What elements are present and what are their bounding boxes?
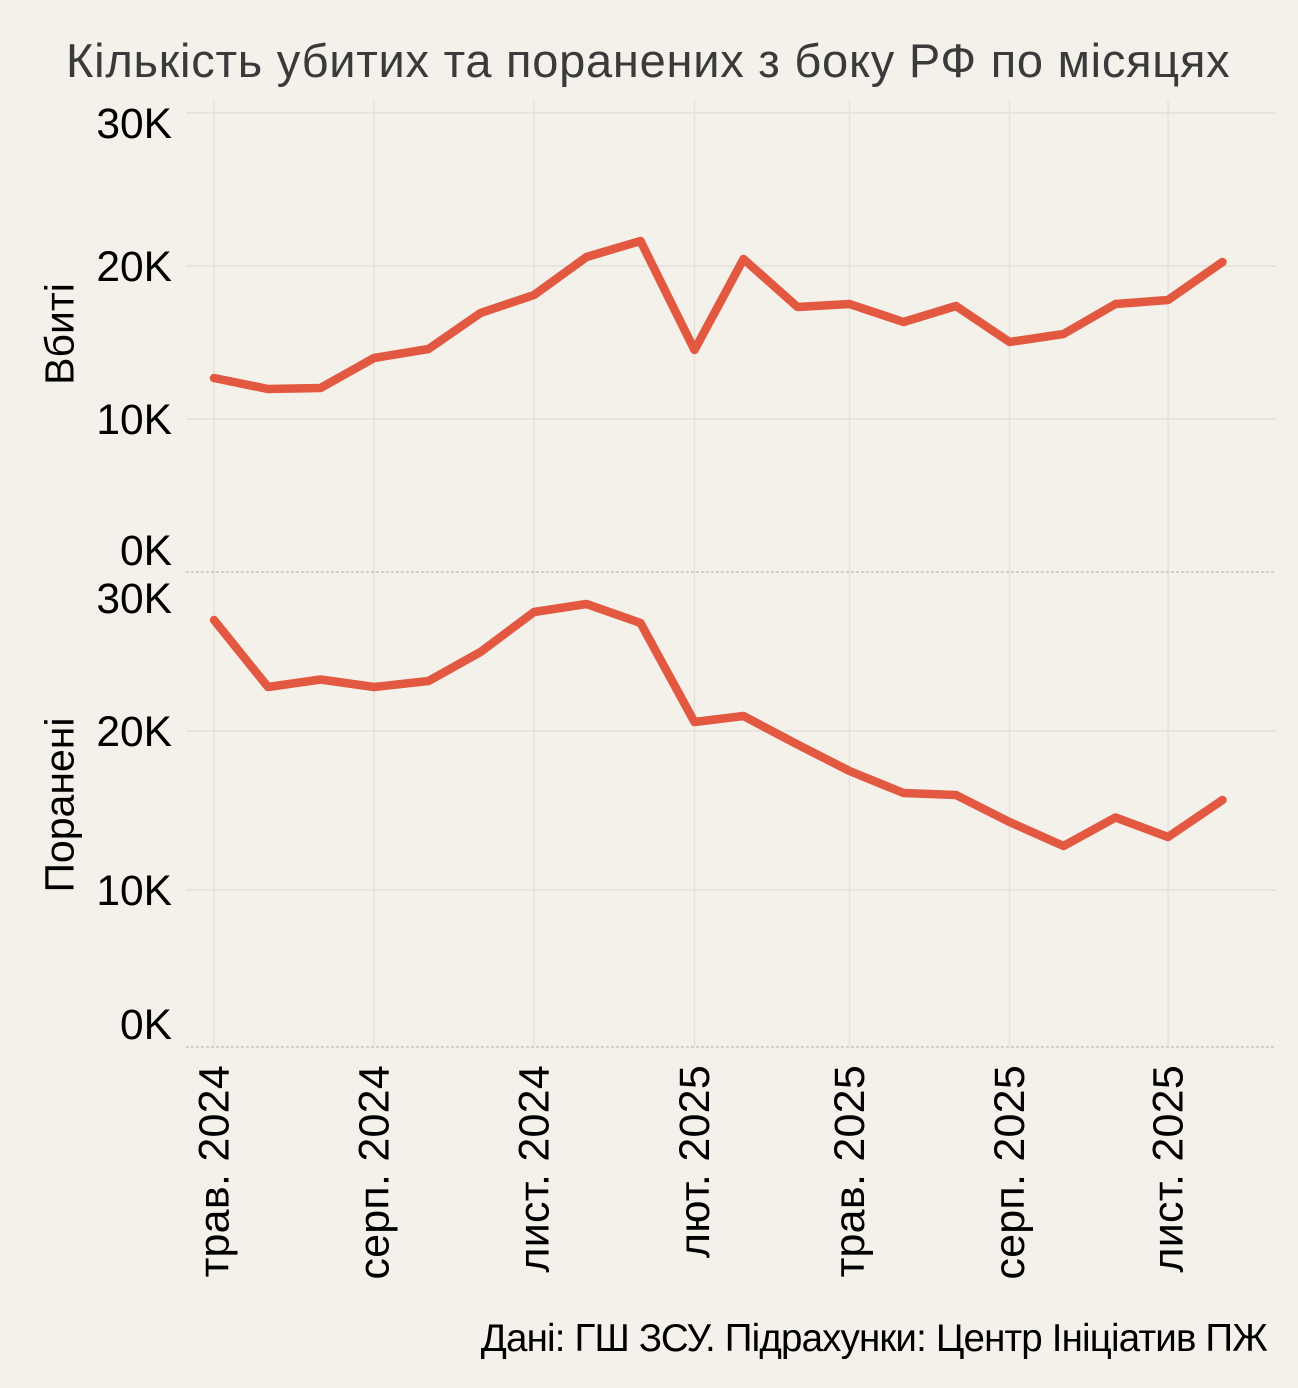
svg-text:трав. 2024: трав. 2024 bbox=[191, 1065, 239, 1277]
svg-text:0K: 0K bbox=[120, 1002, 172, 1049]
svg-text:лют. 2025: лют. 2025 bbox=[671, 1065, 719, 1258]
svg-text:Дані: ГШ ЗСУ. Підрахунки: Цент: Дані: ГШ ЗСУ. Підрахунки: Центр Ініціати… bbox=[481, 1317, 1268, 1360]
svg-text:лист. 2024: лист. 2024 bbox=[511, 1065, 559, 1273]
svg-text:лист. 2025: лист. 2025 bbox=[1145, 1065, 1193, 1273]
svg-text:серп. 2024: серп. 2024 bbox=[351, 1065, 399, 1280]
svg-text:Кількість убитих та поранених: Кількість убитих та поранених з боку РФ … bbox=[66, 34, 1230, 87]
svg-text:10K: 10K bbox=[96, 397, 172, 444]
svg-text:20K: 20K bbox=[96, 709, 172, 756]
svg-text:30K: 30K bbox=[96, 576, 172, 623]
svg-text:трав. 2025: трав. 2025 bbox=[826, 1065, 874, 1277]
svg-text:серп. 2025: серп. 2025 bbox=[986, 1065, 1034, 1280]
svg-text:10K: 10K bbox=[96, 868, 172, 915]
svg-text:20K: 20K bbox=[96, 244, 172, 291]
svg-text:Поранені: Поранені bbox=[37, 717, 83, 892]
svg-text:Вбиті: Вбиті bbox=[37, 283, 83, 385]
svg-text:30K: 30K bbox=[96, 101, 172, 148]
svg-text:0K: 0K bbox=[120, 528, 172, 575]
